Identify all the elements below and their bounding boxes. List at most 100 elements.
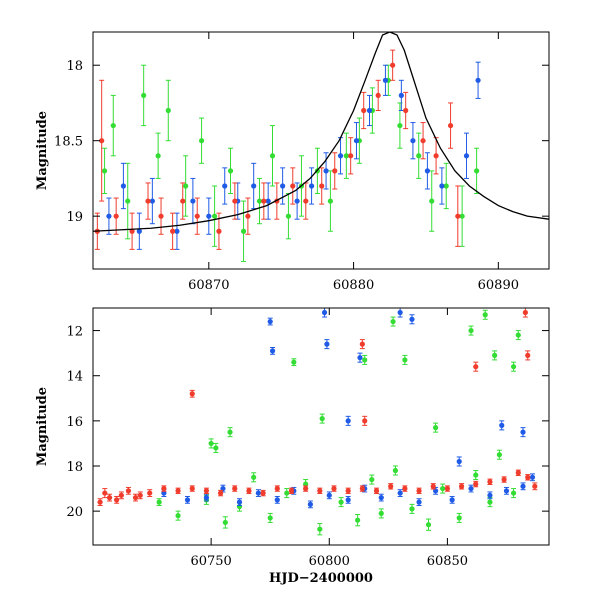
data-point — [189, 391, 195, 397]
data-point — [378, 495, 384, 501]
data-point — [136, 228, 142, 234]
data-point — [409, 506, 415, 512]
data-point — [125, 198, 131, 204]
series-1 — [156, 309, 521, 536]
data-point — [284, 490, 290, 496]
panel-top-plot-area — [93, 32, 549, 262]
data-point — [475, 77, 481, 83]
data-point — [321, 309, 328, 316]
data-point — [245, 213, 251, 219]
data-point — [345, 418, 351, 424]
x-tick-label: 60800 — [309, 554, 350, 569]
data-point — [359, 485, 365, 492]
data-point — [402, 485, 408, 492]
data-point — [232, 485, 238, 492]
data-point — [366, 107, 373, 114]
data-point — [194, 213, 200, 219]
data-point — [190, 198, 196, 204]
data-point — [355, 517, 361, 523]
data-point — [267, 318, 273, 325]
data-point — [425, 522, 432, 528]
data-point — [161, 490, 167, 496]
data-point — [390, 318, 396, 325]
data-point — [269, 348, 276, 354]
data-point — [468, 485, 474, 492]
data-point — [458, 483, 465, 489]
data-point — [147, 490, 153, 496]
data-point — [397, 309, 403, 316]
data-point — [455, 213, 461, 219]
data-point — [332, 168, 338, 174]
data-point — [260, 490, 266, 496]
data-point — [420, 138, 426, 144]
data-point — [156, 499, 162, 505]
data-point — [338, 499, 344, 505]
data-point — [416, 153, 422, 159]
data-point — [482, 312, 488, 318]
data-point — [348, 153, 354, 159]
data-point — [343, 153, 349, 159]
data-point — [362, 357, 368, 363]
data-point — [285, 213, 292, 219]
data-point — [532, 483, 538, 489]
data-point — [256, 198, 263, 204]
series-1 — [101, 64, 480, 262]
data-point — [525, 474, 531, 480]
data-point — [175, 488, 181, 494]
data-point — [361, 107, 367, 114]
data-point — [97, 499, 103, 505]
data-point — [246, 488, 252, 494]
y-axis-title: Magnitude — [35, 111, 50, 190]
data-point — [416, 499, 422, 505]
data-point — [319, 416, 325, 422]
data-point — [217, 490, 224, 496]
data-point — [198, 138, 205, 144]
data-point — [520, 483, 526, 489]
y-tick-label: 19 — [66, 210, 83, 225]
data-point — [267, 515, 273, 521]
data-point — [510, 364, 517, 370]
data-point — [184, 497, 191, 503]
data-point — [212, 213, 218, 219]
series-2 — [106, 61, 481, 250]
data-point — [473, 472, 479, 478]
data-point — [390, 62, 396, 68]
data-point — [515, 332, 521, 338]
data-point — [345, 497, 351, 503]
data-point — [317, 488, 323, 494]
data-point — [323, 168, 329, 174]
data-point — [353, 138, 360, 144]
panel-bottom: 60750 60800 60850 12 14 16 18 20 Magnitude HJD−24… — [35, 307, 550, 586]
data-point — [324, 341, 330, 347]
data-point — [409, 316, 415, 322]
data-point — [303, 481, 309, 487]
data-point — [175, 513, 181, 519]
data-point — [189, 485, 195, 492]
y-tick-label: 20 — [66, 505, 83, 520]
data-point — [206, 213, 212, 219]
data-point — [357, 355, 363, 361]
data-point — [120, 183, 126, 189]
x-tick-label: 60750 — [190, 554, 231, 569]
y-tick-label: 12 — [66, 325, 83, 340]
data-point — [137, 492, 143, 498]
data-point — [317, 526, 323, 532]
data-point — [474, 168, 480, 174]
data-point — [288, 488, 295, 494]
data-point — [473, 481, 479, 487]
data-point — [429, 198, 435, 204]
y-tick-label: 14 — [66, 370, 83, 385]
data-point — [468, 327, 474, 334]
y-tick-label: 18.5 — [54, 135, 83, 150]
data-point — [274, 497, 280, 503]
model-curve — [93, 32, 549, 232]
data-point — [520, 429, 526, 435]
data-point — [265, 198, 271, 204]
data-point — [174, 228, 180, 234]
data-point — [327, 198, 334, 204]
data-point — [308, 183, 315, 189]
x-tick-label: 60890 — [478, 278, 519, 293]
data-point — [397, 122, 403, 129]
data-point — [424, 168, 430, 174]
